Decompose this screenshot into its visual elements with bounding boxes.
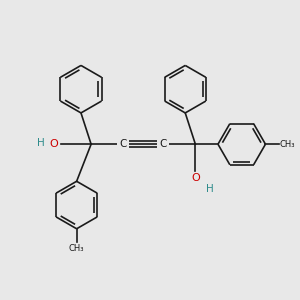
Text: CH₃: CH₃ (69, 244, 84, 253)
Text: O: O (50, 139, 58, 149)
Text: C: C (119, 139, 127, 149)
Text: C: C (160, 139, 167, 149)
Text: O: O (191, 173, 200, 183)
Text: CH₃: CH₃ (280, 140, 296, 149)
Text: H: H (37, 138, 45, 148)
Text: H: H (206, 184, 213, 194)
